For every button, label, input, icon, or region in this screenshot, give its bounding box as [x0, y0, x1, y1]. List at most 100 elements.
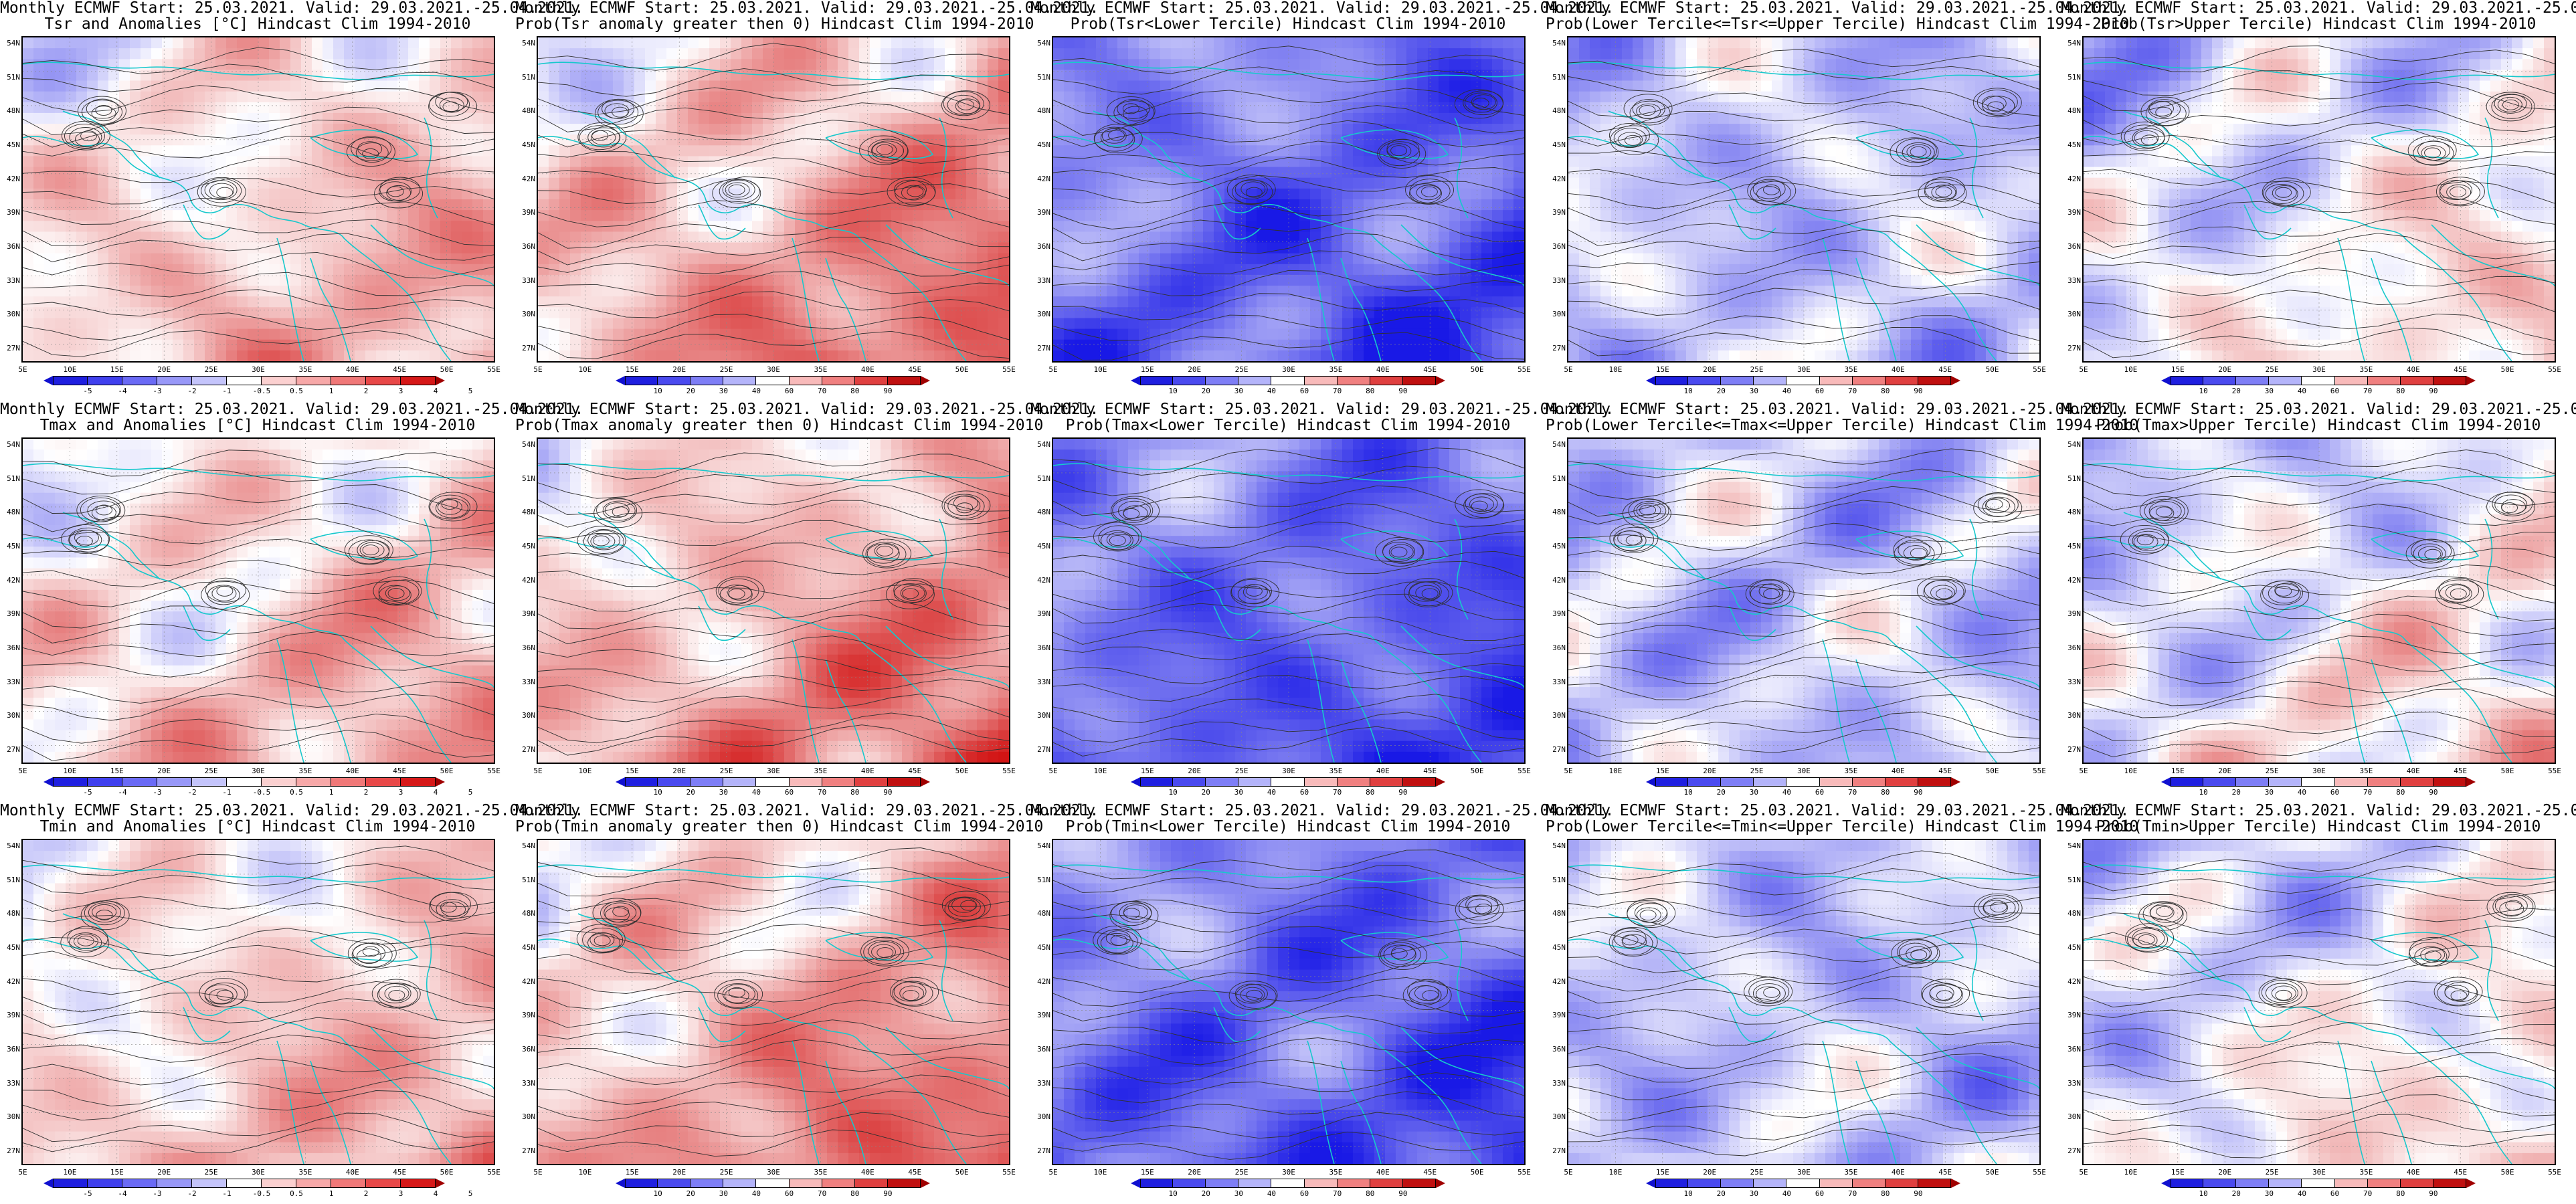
longitude-label: 50E	[955, 365, 969, 374]
colorbar-segment	[296, 1179, 331, 1188]
colorbar-segment	[2236, 376, 2270, 385]
longitude-label: 10E	[2124, 1168, 2137, 1177]
longitude-label: 45E	[1938, 1168, 1952, 1177]
latitude-label: 36N	[517, 643, 535, 652]
map-svg	[23, 37, 494, 361]
longitude-label: 30E	[252, 1168, 265, 1177]
latitude-label: 42N	[1547, 977, 1566, 986]
longitude-label: 10E	[2124, 365, 2137, 374]
colorbar-tick-label: 70	[1333, 788, 1342, 797]
longitude-label: 50E	[955, 767, 969, 775]
colorbar-ticks: 10 20 30 40 60 70 80 90	[625, 387, 921, 396]
colorbar-lower-arrow	[616, 1179, 625, 1188]
latitude-label: 42N	[1547, 576, 1566, 585]
longitude-label: 55E	[2033, 1168, 2046, 1177]
longitude-label: 35E	[1329, 1168, 1342, 1177]
colorbar-segment	[1206, 376, 1239, 385]
longitude-label: 35E	[2359, 767, 2373, 775]
colorbar-tick-label: 60	[785, 788, 794, 797]
colorbar	[1646, 777, 1960, 787]
longitude-label: 25E	[1750, 365, 1764, 374]
longitude-label: 45E	[1423, 767, 1437, 775]
longitude-label: 55E	[1002, 767, 1016, 775]
map-panel: Monthly ECMWF Start: 25.03.2021. Valid: …	[515, 0, 1099, 401]
colorbar-tick-label: 30	[719, 387, 728, 395]
latitude-label: 51N	[1032, 73, 1050, 82]
longitude-label: 20E	[2218, 767, 2231, 775]
latitude-label: 36N	[1, 1045, 20, 1054]
longitude-label: 10E	[578, 1168, 591, 1177]
colorbar-tick-label: 80	[1881, 1189, 1890, 1198]
colorbar-segment	[1819, 1179, 1853, 1188]
longitude-label: 40E	[346, 1168, 359, 1177]
coastlines	[1568, 864, 2039, 1164]
colorbar-segment	[2302, 376, 2335, 385]
latitude-label: 54N	[517, 39, 535, 47]
panel-title-line1: Monthly ECMWF Start: 25.03.2021. Valid: …	[0, 803, 583, 819]
longitude-label: 15E	[110, 365, 124, 374]
coastlines	[1053, 864, 1524, 1164]
latitude-label: 45N	[1032, 943, 1050, 952]
panel-title-line2: Prob(Lower Tercile<=Tsr<=Upper Tercile) …	[1546, 16, 2129, 33]
latitude-label: 39N	[1547, 1011, 1566, 1019]
longitude-label: 20E	[672, 767, 686, 775]
longitude-label: 40E	[2407, 767, 2420, 775]
colorbar-segment	[1655, 1179, 1689, 1188]
longitude-label: 35E	[298, 767, 312, 775]
map-plot-area	[537, 437, 1010, 764]
colorbar-tick-label: 60	[785, 387, 794, 395]
map-panel: Monthly ECMWF Start: 25.03.2021. Valid: …	[2061, 401, 2576, 803]
colorbar-tick-label: 80	[1881, 387, 1890, 395]
colorbar-tick-label: -2	[187, 788, 196, 797]
graticule	[1053, 840, 1524, 1164]
latitude-label: 27N	[2062, 745, 2081, 754]
map-svg	[538, 37, 1009, 361]
colorbar-segment	[2203, 376, 2237, 385]
colorbar-segment	[401, 376, 436, 385]
colorbar-segment	[366, 777, 401, 787]
colorbar-tick-label: 40	[2298, 1189, 2306, 1198]
colorbar-segment	[2171, 376, 2204, 385]
longitude-label: 55E	[2033, 767, 2046, 775]
colorbar-tick-label: -2	[187, 387, 196, 395]
colorbar-segment	[88, 777, 122, 787]
colorbar-tick-label: 20	[2232, 387, 2241, 395]
coastlines	[1568, 463, 2039, 763]
colorbar-segment	[658, 777, 691, 787]
colorbar-segment	[1140, 376, 1174, 385]
climatology-contours	[23, 449, 494, 761]
latitude-label: 36N	[1, 643, 20, 652]
longitude-label: 20E	[157, 1168, 171, 1177]
panel-title-line2: Tsr and Anomalies [°C] Hindcast Clim 199…	[0, 16, 515, 33]
latitude-label: 27N	[1032, 344, 1050, 353]
latitude-label: 51N	[517, 73, 535, 82]
latitude-label: 36N	[1032, 1045, 1050, 1054]
latitude-label: 33N	[517, 276, 535, 285]
colorbar-segment	[2302, 1179, 2335, 1188]
longitude-label: 30E	[1797, 767, 1811, 775]
colorbar-tick-label: -0.5	[253, 387, 271, 395]
latitude-label: 30N	[1547, 310, 1566, 318]
map-plot-area	[537, 839, 1010, 1165]
map-svg	[1568, 37, 2039, 361]
panel-title-line2: Prob(Tmax<Lower Tercile) Hindcast Clim 1…	[1030, 417, 1546, 434]
colorbar-upper-arrow	[1950, 1179, 1960, 1188]
latitude-label: 33N	[1032, 276, 1050, 285]
map-panel: Monthly ECMWF Start: 25.03.2021. Valid: …	[2061, 0, 2576, 401]
colorbar-tick-label: 20	[686, 788, 695, 797]
panel-title-line2: Tmin and Anomalies [°C] Hindcast Clim 19…	[0, 819, 515, 835]
longitude-label: 35E	[298, 365, 312, 374]
longitude-label: 25E	[2266, 1168, 2279, 1177]
colorbar-segment	[2433, 1179, 2466, 1188]
latitude-label: 39N	[1032, 208, 1050, 217]
longitude-label: 20E	[157, 365, 171, 374]
field-shading	[538, 840, 1009, 1164]
graticule	[1568, 840, 2039, 1164]
graticule	[23, 840, 494, 1164]
longitude-label: 5E	[1564, 365, 1572, 374]
longitude-label: 35E	[1844, 1168, 1857, 1177]
colorbar-tick-label: 70	[818, 788, 826, 797]
longitude-label: 40E	[1376, 365, 1390, 374]
map-plot-area	[21, 437, 495, 764]
longitude-label: 30E	[1797, 1168, 1811, 1177]
